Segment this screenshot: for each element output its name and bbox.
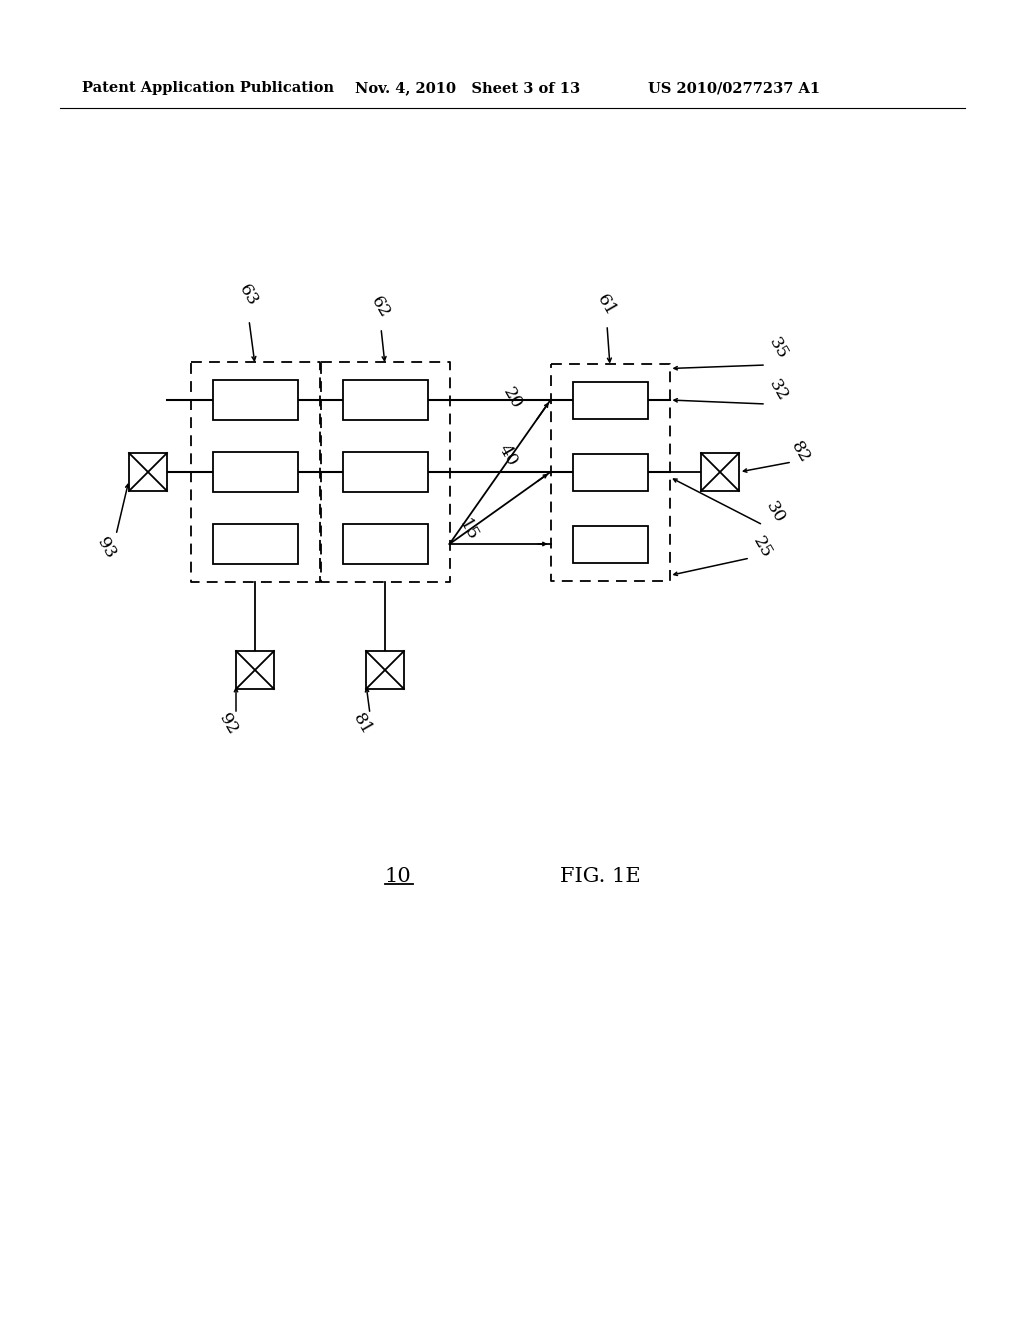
Text: US 2010/0277237 A1: US 2010/0277237 A1: [648, 81, 820, 95]
Bar: [342, 524, 427, 564]
Bar: [236, 651, 274, 689]
Text: 20: 20: [499, 384, 525, 412]
Bar: [366, 651, 404, 689]
Bar: [701, 453, 739, 491]
Bar: [213, 380, 298, 420]
Bar: [342, 451, 427, 492]
Text: 40: 40: [496, 441, 521, 469]
Bar: [572, 525, 647, 562]
Text: 32: 32: [765, 376, 791, 404]
Text: 35: 35: [765, 334, 791, 362]
Bar: [213, 451, 298, 492]
Bar: [572, 381, 647, 418]
Text: 92: 92: [215, 710, 241, 738]
Bar: [342, 380, 427, 420]
Text: 62: 62: [368, 293, 393, 321]
Text: 25: 25: [750, 533, 775, 561]
Text: 10: 10: [385, 866, 412, 886]
Text: 93: 93: [93, 535, 119, 562]
Text: 61: 61: [593, 292, 618, 318]
Text: Patent Application Publication: Patent Application Publication: [82, 81, 334, 95]
Text: 82: 82: [787, 438, 813, 466]
Bar: [129, 453, 167, 491]
Text: 81: 81: [349, 710, 375, 738]
Text: 63: 63: [236, 281, 261, 309]
Text: FIG. 1E: FIG. 1E: [560, 866, 641, 886]
Text: Nov. 4, 2010   Sheet 3 of 13: Nov. 4, 2010 Sheet 3 of 13: [355, 81, 581, 95]
Text: 15: 15: [455, 516, 481, 544]
Bar: [572, 454, 647, 491]
Bar: [213, 524, 298, 564]
Text: 30: 30: [762, 498, 787, 525]
